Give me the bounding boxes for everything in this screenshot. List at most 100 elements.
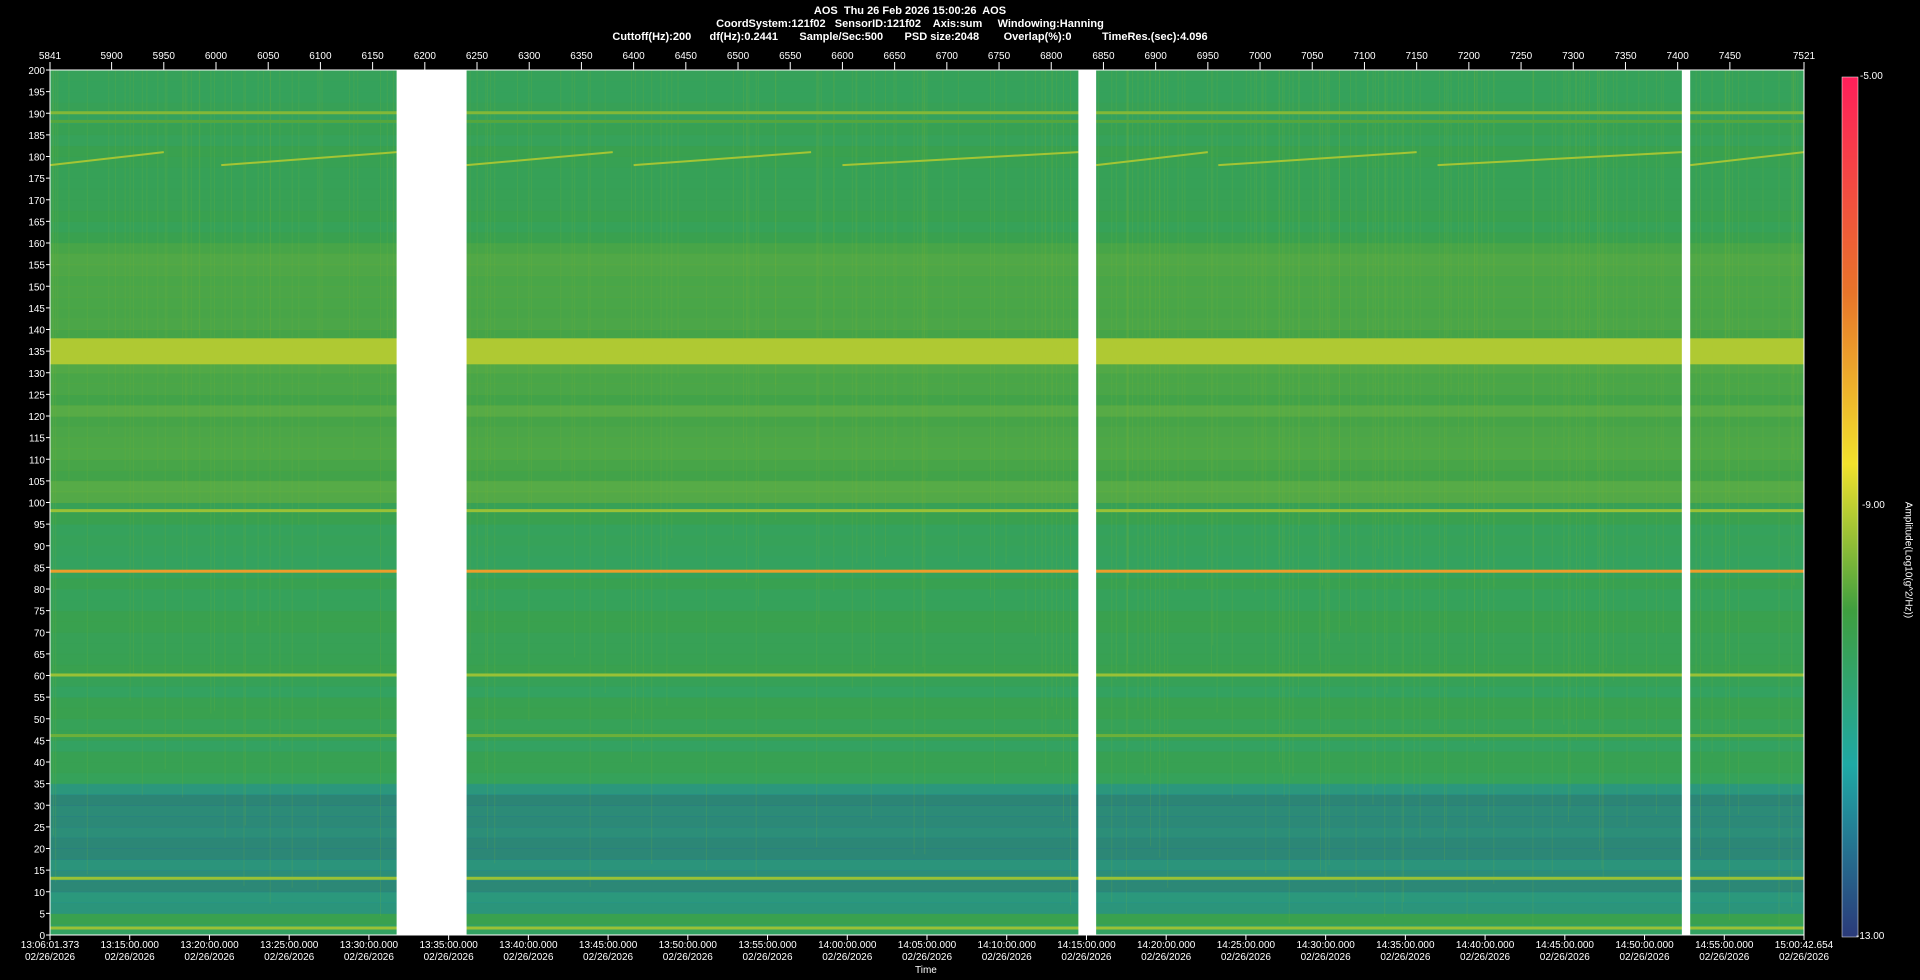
spectrogram-band xyxy=(50,119,1804,123)
spectrogram-speckle-column xyxy=(1724,70,1726,364)
top-axis-tick-label: 6300 xyxy=(518,51,541,62)
spectrogram-speckle-column xyxy=(114,70,116,412)
spectrogram-speckle-column xyxy=(1725,70,1727,807)
spectrogram-speckle-column xyxy=(1367,70,1369,408)
spectrogram-tracking-line xyxy=(1218,151,1417,167)
spectrogram-speckle-column xyxy=(1493,70,1495,884)
spectrogram-texture-row xyxy=(50,318,1804,330)
spectrogram-speckle-column xyxy=(1299,70,1301,526)
spectrogram-speckle-column xyxy=(1728,70,1730,920)
spectrogram-speckle-column xyxy=(1461,70,1463,393)
spectrogram-speckle-column xyxy=(1419,70,1421,839)
spectrogram-speckle-column xyxy=(1127,70,1129,586)
spectrogram-texture-row xyxy=(50,794,1804,806)
x-axis-time-label: 13:25:00.000 xyxy=(260,940,319,951)
spectrogram-speckle-column xyxy=(129,70,131,701)
spectrogram-speckle-column xyxy=(1149,70,1151,340)
spectrogram-texture-row xyxy=(50,156,1804,168)
top-axis-tick-label: 6850 xyxy=(1092,51,1115,62)
spectrogram-speckle-column xyxy=(1278,70,1280,565)
spectrogram-texture-row xyxy=(50,448,1804,460)
spectrogram-texture-row xyxy=(50,524,1804,536)
spectrogram-speckle-column xyxy=(1793,70,1795,376)
x-axis-time-label: 14:35:00.000 xyxy=(1376,940,1435,951)
spectrogram-tracking-line xyxy=(49,151,164,167)
spectrogram-speckle-column xyxy=(1355,70,1357,898)
spectrogram-speckle-column xyxy=(263,70,265,453)
x-axis-date-label: 02/26/2026 xyxy=(982,952,1032,963)
spectrogram-speckle-column xyxy=(1445,70,1447,832)
spectrogram-speckle-column xyxy=(1493,70,1495,587)
spectrogram-speckle-column xyxy=(1475,70,1477,475)
spectrogram-speckle-column xyxy=(317,70,319,890)
spectrogram-speckle-column xyxy=(269,70,271,362)
spectrogram-texture-row xyxy=(50,394,1804,406)
spectrogram-speckle-column xyxy=(1111,70,1113,903)
top-axis-tick-label: 6400 xyxy=(622,51,645,62)
spectrogram-speckle-column xyxy=(184,70,186,489)
y-axis-tick-label: 50 xyxy=(34,715,46,726)
spectrogram-speckle-column xyxy=(1532,70,1534,729)
spectrogram-speckle-column xyxy=(1660,70,1662,451)
spectrogram-texture-row xyxy=(50,567,1804,579)
x-axis-date-label: 02/26/2026 xyxy=(583,952,633,963)
spectrogram-speckle-column xyxy=(1532,70,1534,928)
spectrogram-texture-row xyxy=(50,372,1804,385)
spectrogram-speckle-column xyxy=(1098,70,1100,391)
y-axis-tick-label: 115 xyxy=(29,434,45,445)
spectrogram-tracking-line xyxy=(842,151,1079,167)
spectrogram-speckle-column xyxy=(1374,70,1376,786)
top-axis-tick-label: 5841 xyxy=(39,51,62,62)
top-axis-tick-label: 7050 xyxy=(1301,51,1324,62)
spectrogram-speckle-column xyxy=(1265,70,1267,874)
x-axis-time-label: 14:15:00.000 xyxy=(1057,940,1116,951)
spectrogram-speckle-column xyxy=(957,70,959,562)
x-axis-date-label: 02/26/2026 xyxy=(424,952,474,963)
spectrogram-texture-row xyxy=(50,91,1804,103)
y-axis-tick-label: 145 xyxy=(28,304,45,315)
top-axis-tick-label: 6200 xyxy=(414,51,437,62)
spectrogram-speckle-column xyxy=(1339,70,1341,533)
spectrogram-texture-row xyxy=(50,545,1804,558)
spectrogram-speckle-column xyxy=(742,70,744,444)
spectrogram-speckle-column xyxy=(1565,70,1567,429)
spectrogram-speckle-column xyxy=(1051,70,1053,428)
x-axis-date-label: 02/26/2026 xyxy=(822,952,872,963)
spectrogram-speckle-column xyxy=(1210,70,1212,676)
x-axis-date-label: 02/26/2026 xyxy=(1779,952,1829,963)
spectrogram-speckle-column xyxy=(1725,70,1727,662)
spectrogram-speckle-column xyxy=(1476,70,1478,523)
spectrogram-texture-row xyxy=(50,416,1804,428)
spectrogram-speckle-column xyxy=(1794,70,1796,353)
spectrogram-speckle-column xyxy=(1397,70,1399,523)
spectrogram-speckle-column xyxy=(1231,70,1233,799)
spectrogram-speckle-column xyxy=(870,70,872,819)
top-axis-tick-label: 7000 xyxy=(1249,51,1272,62)
x-axis-date-label: 02/26/2026 xyxy=(1540,952,1590,963)
top-axis-tick-label: 6150 xyxy=(361,51,384,62)
y-axis-tick-label: 190 xyxy=(28,109,45,120)
spectrogram-speckle-column xyxy=(157,70,159,469)
y-axis-tick-label: 85 xyxy=(34,563,46,574)
spectrogram-speckle-column xyxy=(1655,70,1657,815)
colorbar-title: Amplitude(Log10(g^2/Hz)) xyxy=(1902,501,1914,619)
spectrogram-texture-row xyxy=(50,826,1804,839)
spectrogram-texture-row xyxy=(50,924,1804,936)
spectrogram-texture-row xyxy=(50,675,1804,687)
spectrogram-speckle-column xyxy=(1626,70,1628,828)
spectrogram-texture-row xyxy=(50,253,1804,266)
spectrogram-band xyxy=(50,734,1804,738)
spectrogram-speckle-column xyxy=(1150,70,1152,847)
spectrogram-speckle-column xyxy=(1056,70,1058,715)
top-axis-tick-label: 6450 xyxy=(675,51,698,62)
x-axis-time-label: 15:00:42.654 xyxy=(1775,940,1834,951)
y-axis-tick-label: 130 xyxy=(28,369,45,380)
spectrogram-speckle-column xyxy=(1602,70,1604,880)
spectrogram-speckle-column xyxy=(989,70,991,598)
y-axis-tick-label: 195 xyxy=(28,88,45,99)
spectrogram-texture-row xyxy=(50,880,1804,893)
spectrogram-speckle-column xyxy=(1575,70,1577,357)
spectrogram-speckle-column xyxy=(244,70,246,826)
x-axis-date-label: 02/26/2026 xyxy=(503,952,553,963)
spectrogram-speckle-column xyxy=(1412,70,1414,442)
